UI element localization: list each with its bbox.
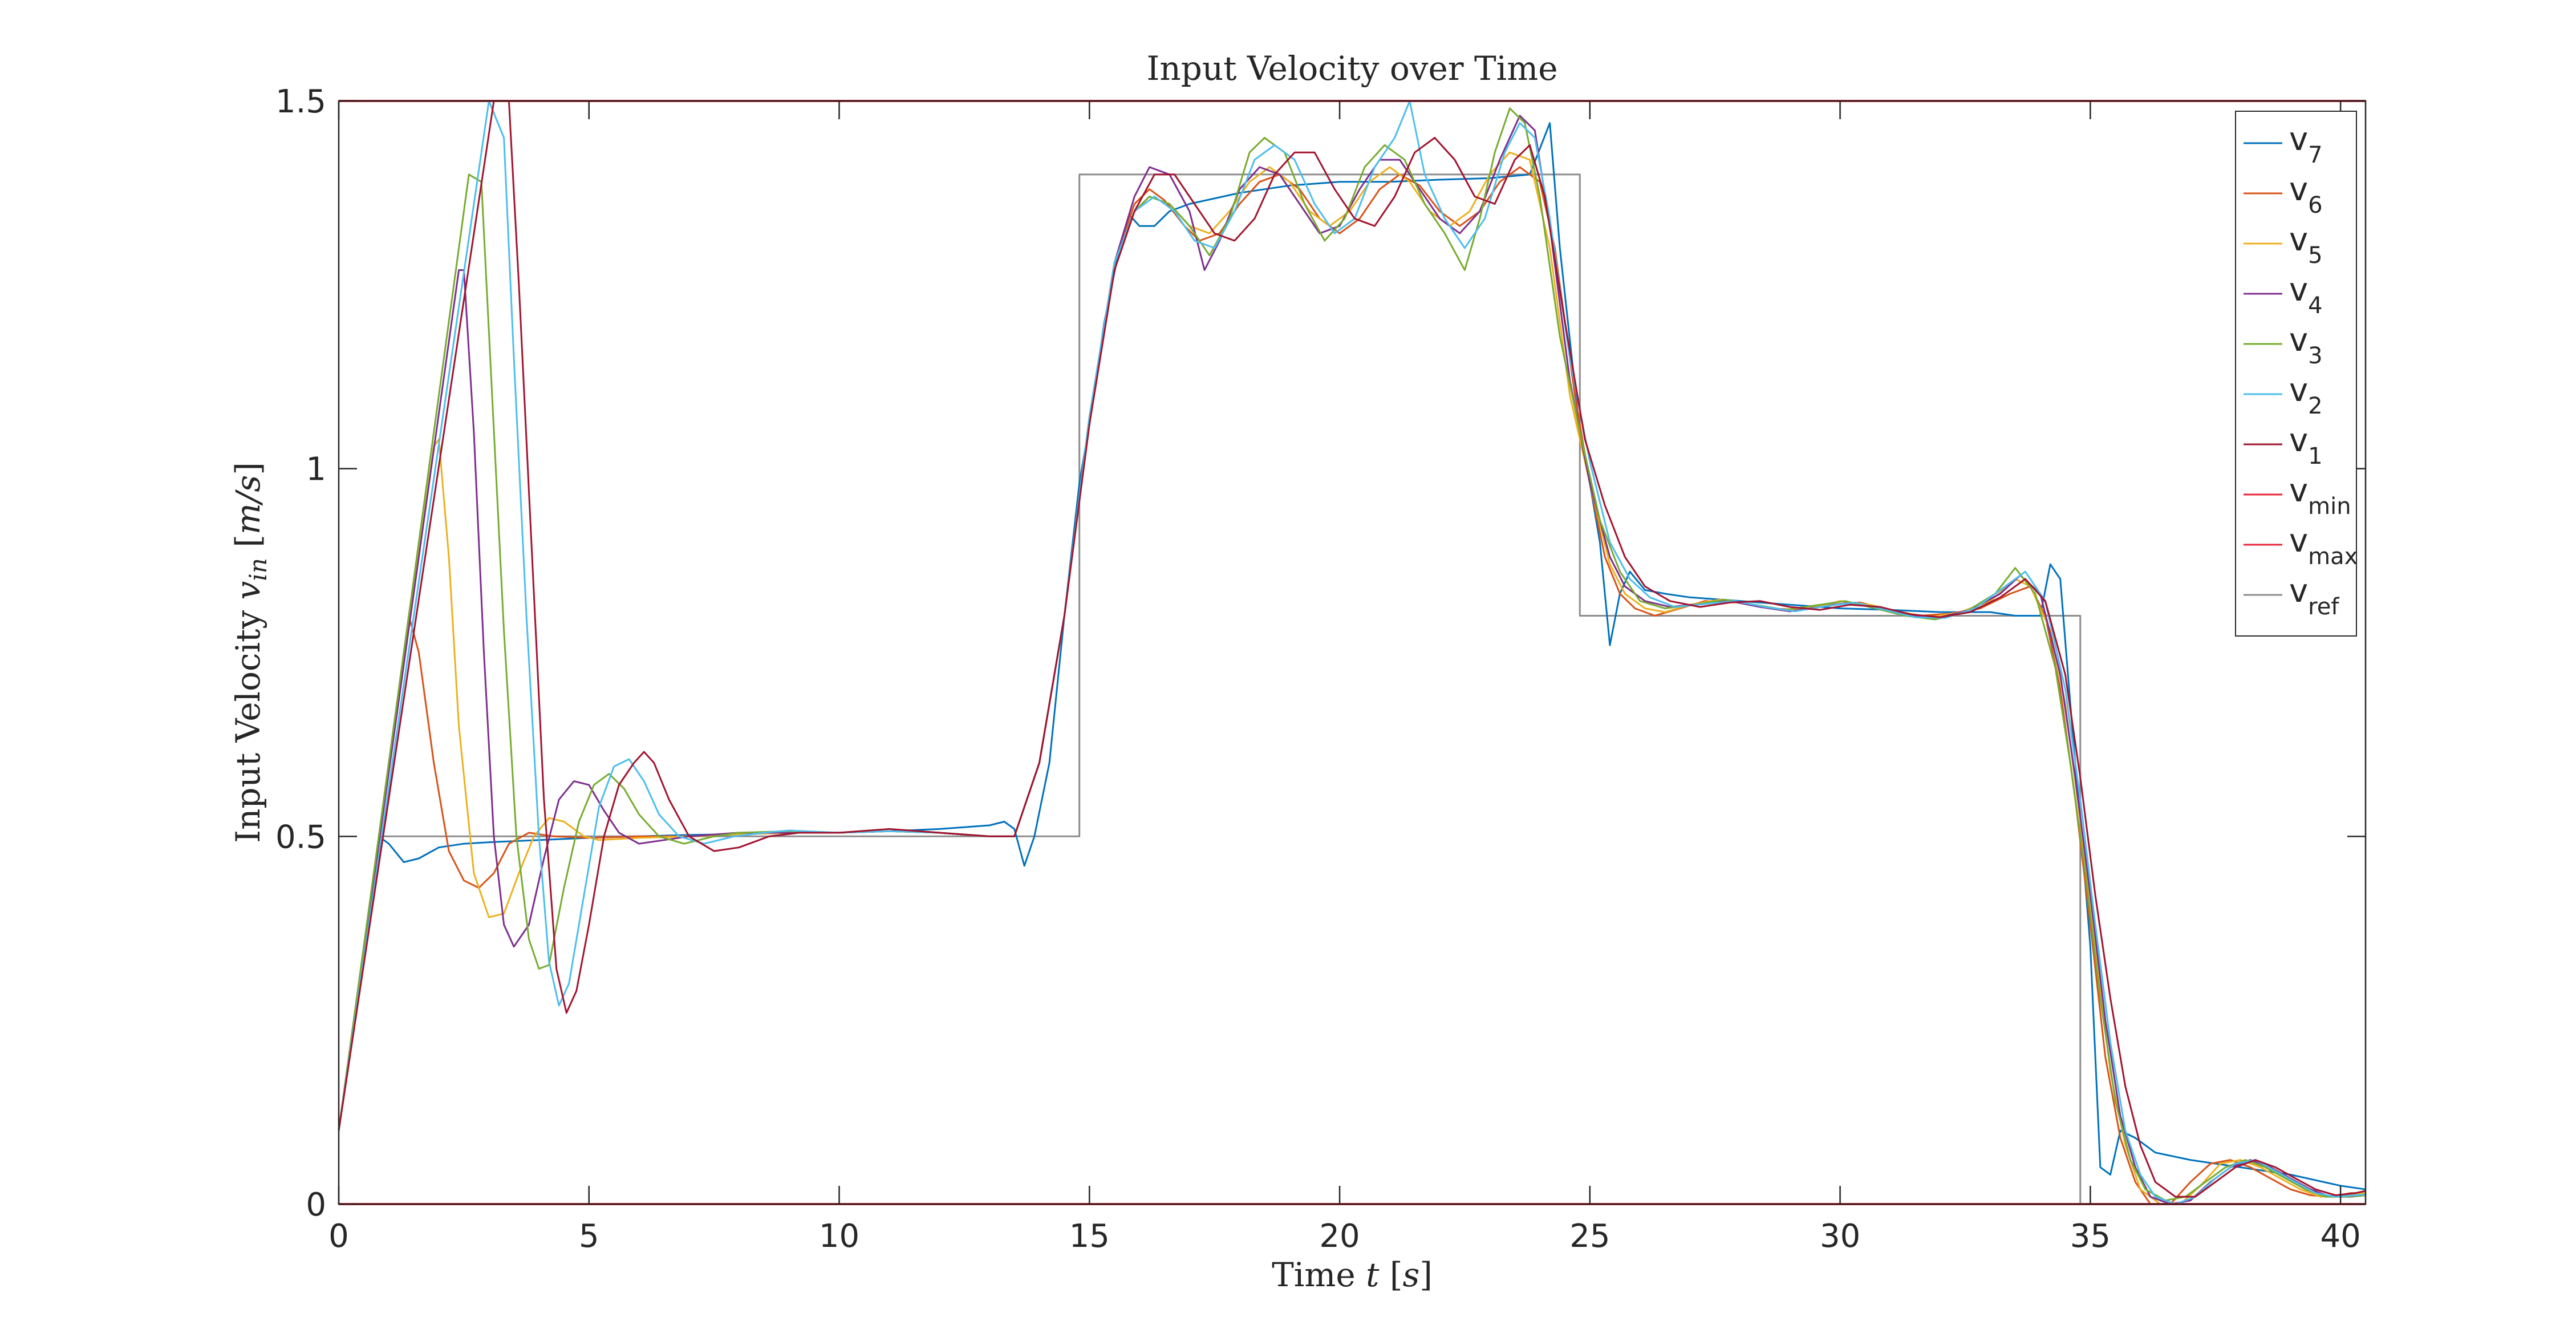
x-axis-label-bracket-close: ] xyxy=(1419,1255,1433,1294)
legend-entry-label: v xyxy=(2289,171,2308,208)
legend-entry-v-7: v7 xyxy=(2289,121,2323,168)
y-axis-label: Input Velocity vin [m/s] xyxy=(229,462,272,843)
series-line-v-ref xyxy=(379,173,2366,1205)
x-axis-label-prefix: Time xyxy=(1272,1255,1366,1294)
x-ticks: 0 5 10 15 20 25 30 35 40 xyxy=(328,101,2361,1255)
chart-title: Input Velocity over Time xyxy=(1146,49,1557,88)
legend-entry-v-min: vmin xyxy=(2289,472,2351,520)
series-line-v-3 xyxy=(338,107,2366,1202)
legend-entry-v-3: v3 xyxy=(2289,322,2323,369)
legend-entry-subscript: 5 xyxy=(2308,242,2322,269)
legend-entry-label: v xyxy=(2289,322,2308,359)
legend-entry-subscript: 2 xyxy=(2308,393,2322,419)
legend-entry-label: v xyxy=(2289,573,2308,610)
y-tick-label: 1 xyxy=(306,451,326,488)
y-ticks: 0 0.5 1 1.5 xyxy=(275,83,2366,1223)
x-axis-label-unit: s xyxy=(1402,1255,1419,1294)
legend-entry-subscript: 3 xyxy=(2308,343,2322,369)
legend-entry-subscript: max xyxy=(2308,544,2358,570)
series-line-v-4 xyxy=(338,115,2366,1205)
series-line-v-2 xyxy=(338,100,2366,1205)
y-axis-label-unit: m/s xyxy=(229,475,267,534)
legend-entry-label: v xyxy=(2289,422,2308,459)
legend-entry-v-1: v1 xyxy=(2289,422,2323,469)
x-tick-label: 0 xyxy=(328,1218,349,1255)
x-tick-label: 40 xyxy=(2320,1218,2360,1255)
x-axis-label-bracket-open: [ xyxy=(1379,1255,1402,1294)
x-tick-label: 35 xyxy=(2070,1218,2111,1255)
legend-entry-label: v xyxy=(2289,121,2308,158)
y-tick-label: 1.5 xyxy=(275,83,326,120)
legend-entry-v-5: v5 xyxy=(2289,221,2323,269)
legend-entry-label: v xyxy=(2289,472,2308,509)
y-axis-label-subscript: in xyxy=(244,558,272,581)
x-tick-label: 5 xyxy=(579,1218,599,1255)
legend-entry-subscript: 1 xyxy=(2308,443,2322,469)
y-axis-label-bracket-close: ] xyxy=(229,462,267,475)
plot-area xyxy=(339,101,2366,1204)
x-tick-label: 10 xyxy=(819,1218,859,1255)
legend-entry-label: v xyxy=(2289,272,2308,309)
legend-entry-label: v xyxy=(2289,522,2308,560)
y-axis-label-variable: v xyxy=(229,581,267,599)
legend-entry-subscript: 6 xyxy=(2308,192,2322,218)
legend-entry-v-2: v2 xyxy=(2289,372,2323,419)
legend-entry-label: v xyxy=(2289,372,2308,409)
legend-box xyxy=(2235,111,2357,637)
x-tick-label: 15 xyxy=(1069,1218,1110,1255)
y-axis-label-prefix: Input Velocity xyxy=(229,599,267,842)
x-axis-label-variable: t xyxy=(1366,1255,1380,1294)
legend-entry-v-ref: vref xyxy=(2289,573,2339,620)
legend-entry-subscript: min xyxy=(2308,493,2351,520)
x-axis-label: Time t [s] xyxy=(1272,1255,1433,1294)
series-line-v-1 xyxy=(338,100,2366,1198)
y-tick-label: 0 xyxy=(306,1186,326,1223)
x-tick-label: 20 xyxy=(1319,1218,1360,1255)
axes-box xyxy=(338,100,2367,1205)
legend-entry-label: v xyxy=(2289,221,2308,258)
legend-entry-subscript: 7 xyxy=(2308,142,2322,168)
legend-entry-v-6: v6 xyxy=(2289,171,2323,218)
legend-entry-v-max: vmax xyxy=(2289,522,2358,570)
y-axis-label-bracket-open: [ xyxy=(229,534,267,558)
legend-entry-v-4: v4 xyxy=(2289,272,2323,319)
legend-entry-subscript: ref xyxy=(2308,594,2339,620)
legend-entry-subscript: 4 xyxy=(2308,293,2322,319)
x-tick-label: 30 xyxy=(1820,1218,1860,1255)
x-tick-label: 25 xyxy=(1569,1218,1610,1255)
y-tick-label: 0.5 xyxy=(275,819,326,856)
